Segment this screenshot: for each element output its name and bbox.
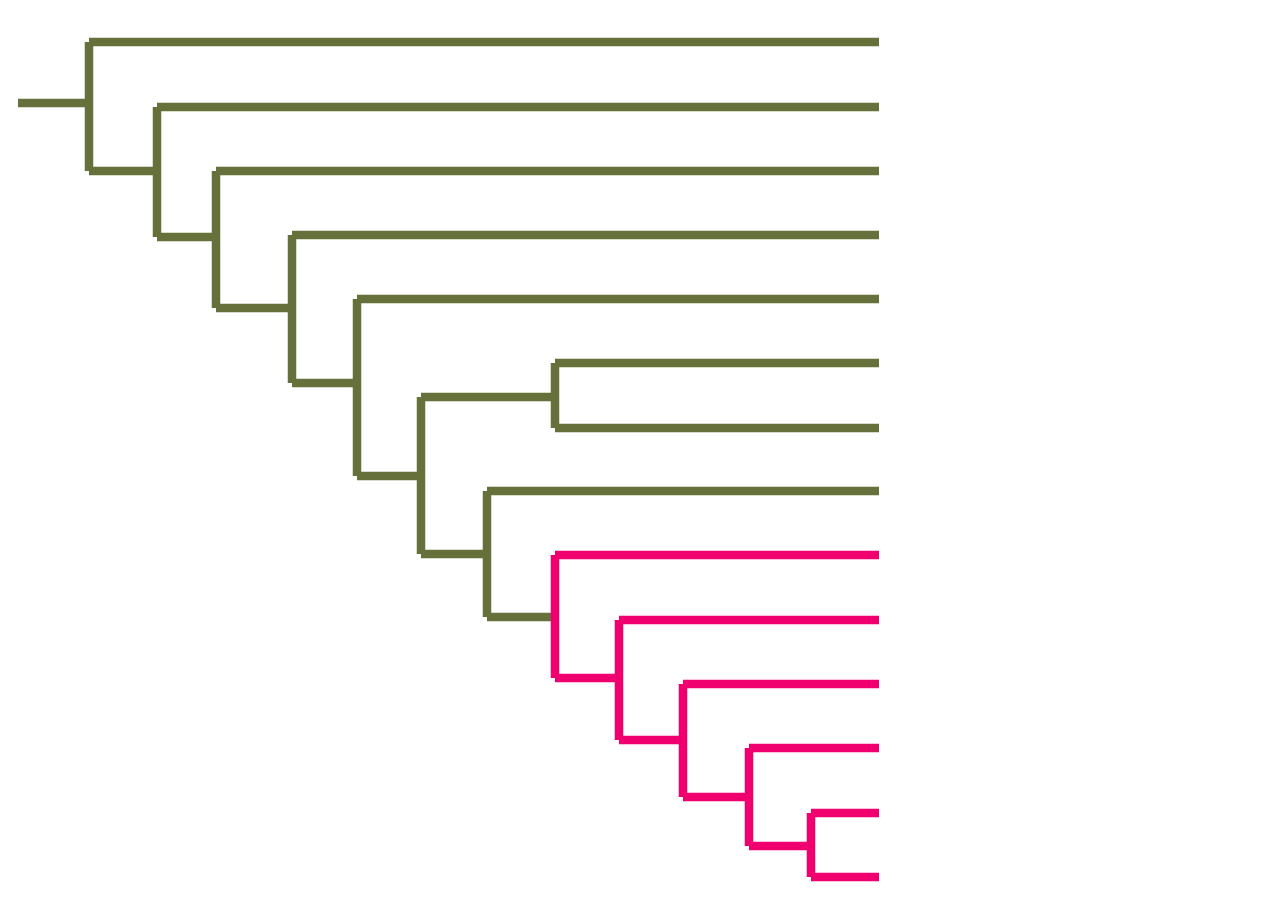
tree-branches <box>18 37 879 882</box>
